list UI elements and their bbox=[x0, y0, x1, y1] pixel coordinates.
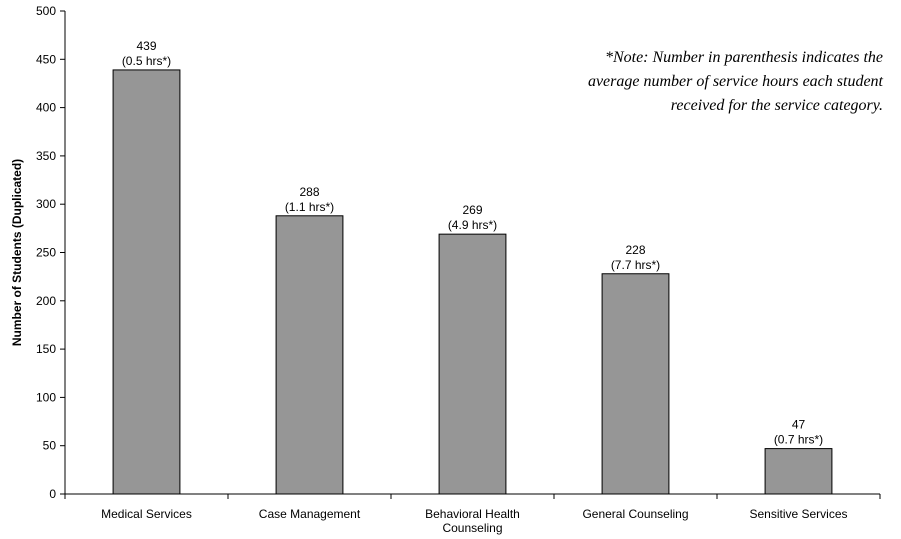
value-label: 47 bbox=[792, 418, 806, 432]
y-tick-label: 400 bbox=[36, 101, 56, 115]
y-axis-label: Number of Students (Duplicated) bbox=[10, 159, 24, 346]
y-tick-label: 50 bbox=[43, 439, 57, 453]
category-label: Case Management bbox=[259, 507, 361, 521]
y-tick-label: 200 bbox=[36, 294, 56, 308]
bar bbox=[112, 69, 181, 495]
hours-label: (0.5 hrs*) bbox=[122, 54, 171, 68]
value-label: 269 bbox=[462, 203, 482, 217]
category-label: Counseling bbox=[442, 521, 502, 535]
value-label: 228 bbox=[625, 243, 645, 257]
bar bbox=[275, 215, 344, 495]
category-label: Medical Services bbox=[101, 507, 192, 521]
y-tick-label: 450 bbox=[36, 52, 56, 66]
hours-label: (0.7 hrs*) bbox=[774, 433, 823, 447]
value-label: 288 bbox=[299, 185, 319, 199]
hours-label: (7.7 hrs*) bbox=[611, 258, 660, 272]
hours-label: (1.1 hrs*) bbox=[285, 200, 334, 214]
bar bbox=[764, 448, 833, 495]
y-axis: 0 50 100 150 200 250 300 350 400 450 500 bbox=[36, 4, 66, 501]
bar bbox=[438, 233, 507, 495]
footnote: *Note: Number in parenthesis indicates t… bbox=[588, 49, 884, 114]
category-label: Sensitive Services bbox=[749, 507, 847, 521]
y-tick-label: 350 bbox=[36, 149, 56, 163]
category-label: General Counseling bbox=[582, 507, 688, 521]
data-labels: 439(0.5 hrs*) 288(1.1 hrs*) 269(4.9 hrs*) 2… bbox=[122, 39, 823, 447]
bars bbox=[112, 69, 833, 495]
y-tick-label: 250 bbox=[36, 246, 56, 260]
y-tick-label: 100 bbox=[36, 390, 56, 404]
note-line: *Note: Number in parenthesis indicates t… bbox=[605, 49, 883, 66]
value-label: 439 bbox=[136, 39, 156, 53]
category-label: Behavioral Health bbox=[425, 507, 520, 521]
note-line: received for the service category. bbox=[671, 97, 883, 114]
bar bbox=[601, 273, 670, 495]
hours-label: (4.9 hrs*) bbox=[448, 218, 497, 232]
y-tick-label: 300 bbox=[36, 197, 56, 211]
x-axis: Medical Services Case Management Behaviora… bbox=[64, 493, 881, 535]
y-tick-label: 150 bbox=[36, 342, 56, 356]
y-tick-label: 500 bbox=[36, 4, 56, 18]
y-tick-label: 0 bbox=[49, 487, 56, 501]
note-line: average number of service hours each stu… bbox=[588, 73, 884, 90]
